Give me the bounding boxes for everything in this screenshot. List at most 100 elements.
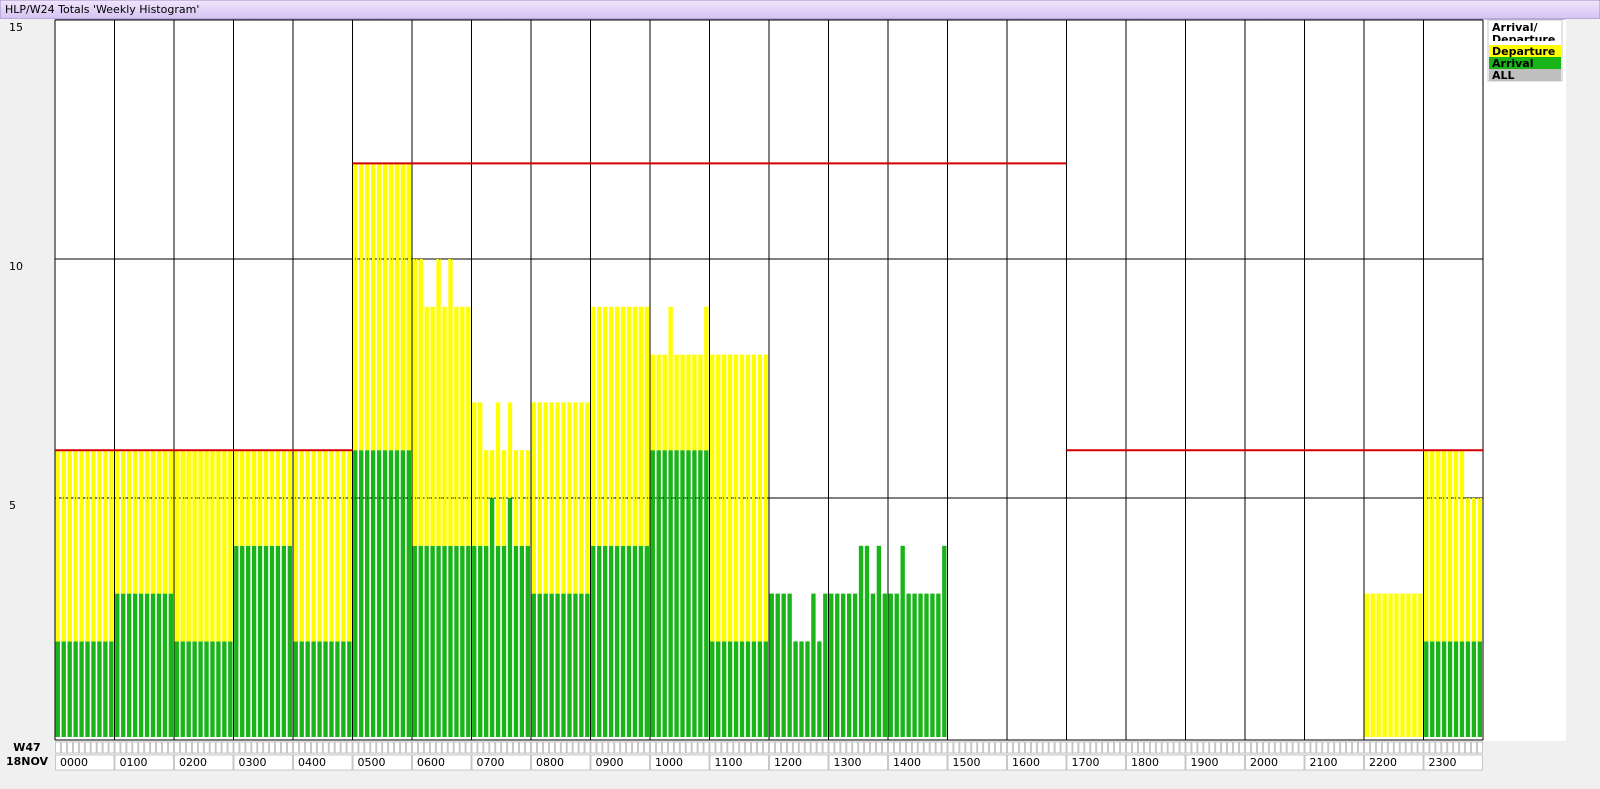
slot-cell: [275, 741, 281, 754]
bar-segment: [478, 402, 483, 546]
hour-cell: [1245, 754, 1305, 771]
slot-cell: [1322, 741, 1329, 754]
bar-segment: [246, 450, 251, 546]
bar-segment: [763, 641, 768, 737]
slot-cell: [156, 741, 162, 754]
slot-cell: [412, 741, 418, 754]
bar-segment: [793, 641, 798, 737]
bar-segment: [733, 641, 739, 737]
bar-segment: [198, 641, 203, 737]
bar-segment: [61, 641, 66, 737]
slot-cell: [888, 741, 894, 754]
bar-segment: [240, 545, 245, 737]
bar-segment: [900, 545, 905, 737]
slot-cell: [1191, 741, 1198, 754]
bar-segment: [115, 450, 120, 594]
slot-cell: [441, 741, 448, 754]
hour-cell: [352, 754, 412, 771]
bar-segment: [335, 450, 340, 642]
slot-cell: [917, 741, 924, 754]
slot-cell: [1197, 741, 1204, 754]
bar-segment: [888, 593, 893, 737]
bar-segment: [91, 641, 96, 737]
bar-segment: [1477, 498, 1482, 642]
bar-segment: [858, 545, 864, 737]
bar-segment: [335, 641, 340, 737]
x-tick-label: 1800: [1131, 756, 1159, 769]
bar-segment: [103, 641, 108, 737]
slot-cell: [322, 741, 329, 754]
bar-segment: [216, 641, 221, 737]
slot-cell: [763, 741, 769, 754]
y-tick-label: 15: [9, 21, 23, 34]
bar-segment: [638, 306, 644, 546]
slot-cell: [1257, 741, 1263, 754]
bar-segment: [251, 450, 257, 546]
slot-cell: [1024, 741, 1031, 754]
bar-segment: [591, 545, 596, 737]
slot-cell: [900, 741, 906, 754]
bar-segment: [484, 545, 489, 737]
slot-cell: [846, 741, 853, 754]
hour-cell: [1364, 754, 1424, 771]
slot-cell: [1352, 741, 1358, 754]
bar-segment: [722, 641, 727, 737]
bar-segment: [1465, 641, 1471, 737]
bar-segment: [1477, 641, 1482, 737]
slot-cell: [376, 741, 383, 754]
slot-cell: [1316, 741, 1323, 754]
bar-segment: [353, 163, 358, 451]
bar-segment: [156, 593, 162, 737]
slot-cell: [935, 741, 942, 754]
bar-segment: [906, 593, 911, 737]
bar-segment: [799, 641, 804, 737]
bar-segment: [489, 498, 495, 737]
slot-cell: [406, 741, 412, 754]
slot-cell: [1078, 741, 1085, 754]
slot-cell: [721, 741, 728, 754]
bar-segment: [644, 306, 649, 546]
slot-cell: [281, 741, 287, 754]
bar-segment: [1400, 593, 1405, 737]
bar-segment: [591, 306, 596, 546]
bar-segment: [507, 498, 513, 737]
bar-segment: [1376, 593, 1381, 737]
slot-cell: [453, 741, 460, 754]
bar-segment: [484, 450, 489, 546]
slot-cell: [828, 741, 835, 754]
slot-cell: [227, 741, 234, 754]
x-tick-label: 1000: [655, 756, 683, 769]
slot-cell: [186, 741, 192, 754]
slot-cell: [751, 741, 757, 754]
hour-cell: [709, 754, 769, 771]
date-label: 18NOV: [6, 755, 49, 768]
bar-segment: [876, 545, 882, 737]
bar-segment: [555, 402, 560, 594]
slot-cell: [834, 741, 841, 754]
slot-cell: [543, 741, 549, 754]
y-axis-panel: [0, 19, 55, 741]
x-tick-label: 2000: [1250, 756, 1278, 769]
bar-segment: [97, 450, 102, 642]
bar-segment: [727, 354, 733, 642]
bar-segment: [632, 306, 638, 546]
bar-segment: [263, 450, 269, 546]
slot-cell: [673, 741, 680, 754]
slot-cell: [1173, 741, 1180, 754]
slot-cell: [340, 741, 347, 754]
slot-cell: [923, 741, 930, 754]
slot-cell: [72, 741, 79, 754]
bar-segment: [359, 450, 364, 737]
slot-cell: [1060, 741, 1067, 754]
bar-segment: [305, 450, 310, 642]
bar-segment: [501, 450, 507, 546]
bar-segment: [222, 641, 227, 737]
bar-segment: [144, 593, 150, 737]
bar-segment: [1459, 641, 1465, 737]
slot-cell: [519, 741, 525, 754]
bar-segment: [846, 593, 852, 737]
slot-cell: [174, 741, 180, 754]
bar-segment: [811, 593, 816, 737]
bar-segment: [864, 545, 870, 737]
bar-segment: [1453, 641, 1459, 737]
